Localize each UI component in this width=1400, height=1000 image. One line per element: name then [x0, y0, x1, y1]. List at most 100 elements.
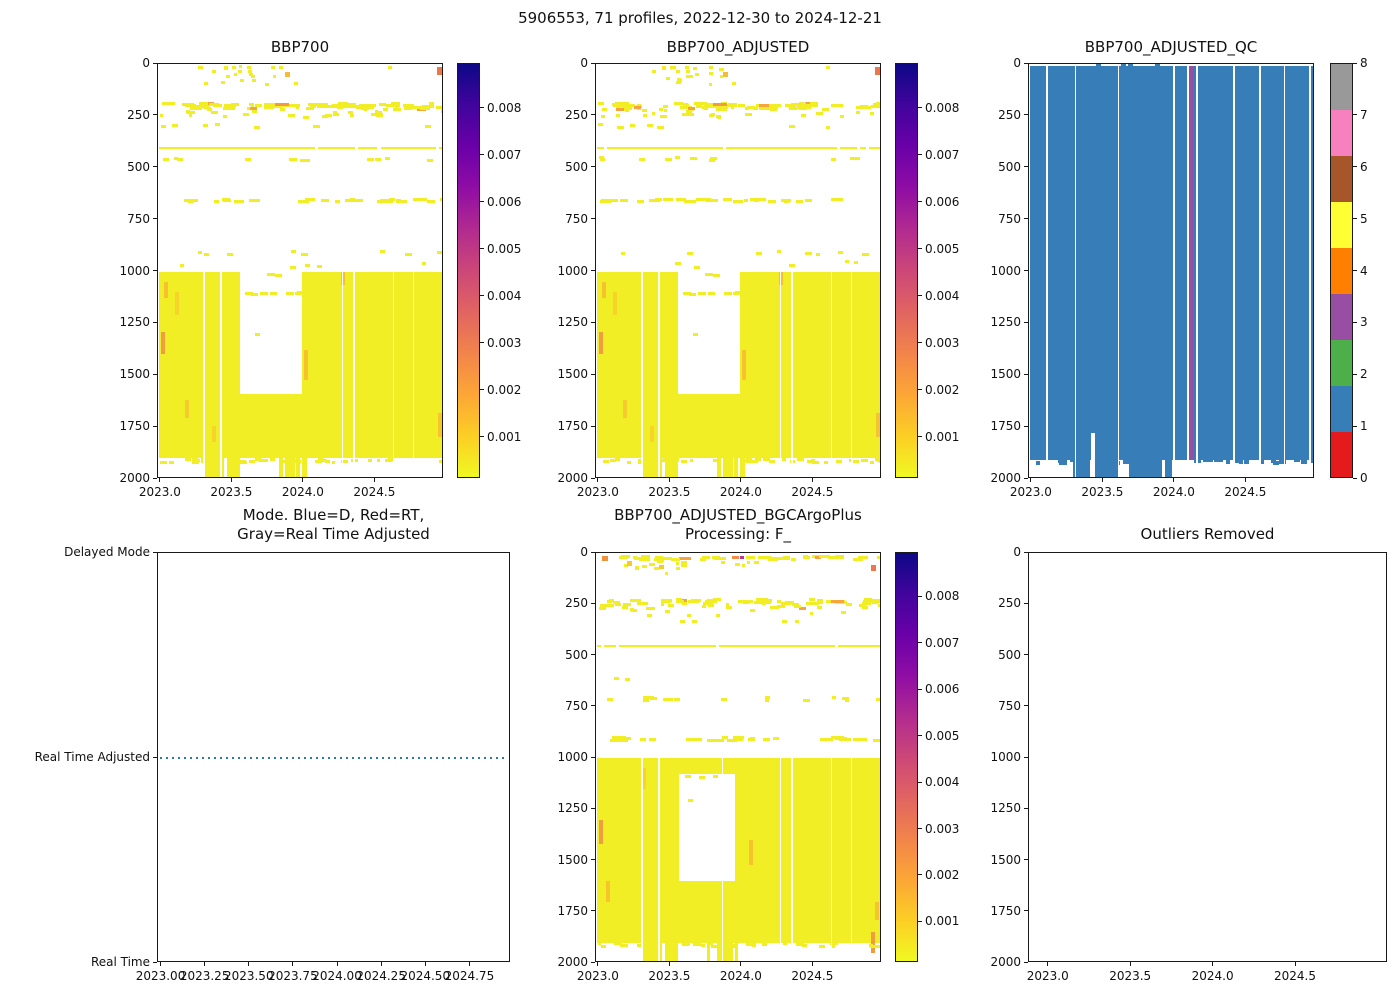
heatmap-mark [159, 114, 163, 118]
colorbar-tick-label: 0.008 [925, 100, 960, 115]
heatmap-profile-gap [830, 271, 833, 477]
y-tick-mark [591, 807, 595, 809]
y-tick-mark [1024, 373, 1028, 375]
heatmap-mark [862, 603, 866, 607]
qc-profile-gap [1074, 65, 1077, 477]
heatmap-mark [710, 944, 718, 948]
heatmap-mark [687, 251, 694, 255]
heatmap-profile-gap [392, 271, 395, 477]
heatmap-mark [855, 110, 861, 114]
heatmap-mark [336, 105, 343, 109]
y-tick-label: 500 [998, 647, 1021, 662]
heatmap-mark [694, 102, 708, 106]
y-tick-label: 1750 [557, 419, 588, 434]
heatmap-mark [697, 292, 706, 296]
heatmap-mark [361, 106, 369, 110]
heatmap-mark [814, 556, 822, 560]
heatmap-mark [161, 125, 167, 129]
y-tick-label: 2000 [990, 471, 1021, 485]
axes-outliers-removed [1028, 552, 1387, 962]
x-tick-label: 2023.0 [138, 485, 181, 499]
heatmap-line-break [435, 146, 439, 150]
heatmap-mark [641, 460, 646, 464]
heatmap-mark [162, 102, 176, 106]
y-tick-label: 250 [565, 107, 588, 122]
y-tick-mark [153, 62, 157, 64]
colorbar-tick-mark [918, 595, 922, 597]
heatmap-mark [674, 102, 683, 106]
x-tick-mark [1129, 962, 1131, 966]
heatmap-speck [686, 70, 691, 74]
heatmap-mark [808, 598, 815, 602]
heatmap-mark [855, 105, 865, 109]
heatmap-mark [651, 112, 656, 116]
y-tick-label: 1500 [990, 852, 1021, 867]
heatmap-mark [724, 460, 732, 464]
heatmap-mark [394, 103, 401, 107]
heatmap-mark [599, 603, 607, 607]
x-tick-label: 2024.5 [1274, 969, 1317, 983]
heatmap-mark [424, 125, 431, 129]
y-tick-mark [1024, 62, 1028, 64]
heatmap-profile-gap [641, 271, 643, 477]
colorbar-tick-mark [1353, 166, 1357, 168]
heatmap-mark [623, 603, 632, 607]
colorbar-tick-mark [918, 735, 922, 737]
x-tick-label: 2024.00 [312, 969, 362, 983]
y-tick-mark [591, 602, 595, 604]
qc-deep-column [1073, 458, 1091, 477]
heatmap-mark [648, 737, 656, 741]
colorbar-tick-label: 0.006 [487, 194, 522, 209]
heatmap-deep-column [733, 458, 739, 477]
heatmap-mark [369, 105, 374, 109]
heatmap-mark [317, 265, 323, 269]
heatmap-mark [861, 252, 869, 256]
y-tick-mark [153, 756, 157, 758]
heatmap-mark [645, 696, 654, 700]
heatmap-mark [831, 944, 835, 948]
heatmap-mark [660, 114, 667, 118]
heatmap-mark [320, 199, 330, 202]
colorbar-tick-mark [918, 389, 922, 391]
x-tick-label: 2024.0 [719, 969, 762, 983]
y-tick-label: Real Time [90, 955, 150, 969]
heatmap-mark [312, 125, 320, 129]
qc-ragged-edge [1279, 459, 1287, 464]
heatmap-mark [429, 102, 435, 106]
y-tick-label: 1000 [990, 750, 1021, 764]
heatmap-speck [870, 567, 876, 571]
heatmap-mark [871, 598, 880, 602]
qc-ragged-edge [1272, 460, 1279, 465]
heatmap-mark [350, 113, 355, 117]
heatmap-mark [811, 461, 819, 465]
heatmap-speck [270, 65, 275, 69]
heatmap-mark [384, 459, 393, 463]
y-tick-label: 500 [127, 159, 150, 174]
panel-title-bbp700-adjusted: BBP700_ADJUSTED [666, 38, 810, 56]
x-tick-mark [292, 962, 294, 966]
heatmap-mark [725, 942, 733, 946]
heatmap-mark [726, 605, 732, 609]
heatmap-speck [436, 69, 442, 73]
heatmap-mark [616, 126, 624, 130]
heatmap-mark [613, 600, 620, 604]
y-tick-label: 1250 [557, 801, 588, 816]
heatmap-mark [301, 253, 308, 257]
heatmap-mark [725, 603, 730, 607]
heatmap-speck [436, 67, 442, 71]
heatmap-mark [179, 263, 185, 267]
heatmap-mark [857, 555, 869, 559]
heatmap-mark [825, 126, 831, 130]
heatmap-mark [720, 698, 728, 702]
heatmap-mark [631, 608, 637, 612]
heatmap-mark [804, 199, 813, 203]
heatmap-mark [380, 249, 386, 253]
heatmap-mark [227, 106, 236, 110]
heatmap-mark [681, 113, 687, 117]
heatmap-mark [668, 604, 675, 608]
heatmap-mark [622, 736, 631, 740]
heatmap-mark [664, 571, 669, 575]
heatmap-mark [722, 198, 732, 202]
heatmap-mark [790, 459, 796, 463]
heatmap-mark [676, 597, 683, 601]
